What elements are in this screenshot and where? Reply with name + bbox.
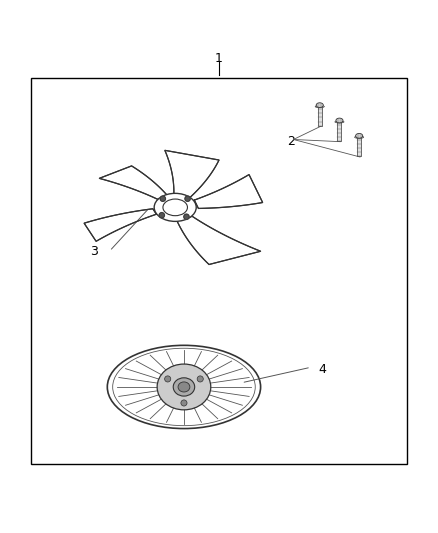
Ellipse shape <box>163 199 187 216</box>
Ellipse shape <box>157 364 211 410</box>
Ellipse shape <box>316 103 323 108</box>
Ellipse shape <box>178 382 190 392</box>
Circle shape <box>185 196 190 201</box>
Polygon shape <box>194 175 263 208</box>
Polygon shape <box>84 209 156 241</box>
Ellipse shape <box>356 133 363 138</box>
Polygon shape <box>99 166 167 199</box>
Bar <box>31 78 407 464</box>
Ellipse shape <box>113 348 255 426</box>
Circle shape <box>159 213 164 218</box>
Ellipse shape <box>315 106 325 108</box>
Text: 2: 2 <box>287 135 295 148</box>
Circle shape <box>181 400 187 406</box>
Ellipse shape <box>354 136 364 139</box>
Text: 4: 4 <box>318 363 326 376</box>
Text: 3: 3 <box>90 245 98 257</box>
Ellipse shape <box>107 345 261 429</box>
FancyBboxPatch shape <box>338 120 342 141</box>
FancyBboxPatch shape <box>318 105 321 126</box>
Ellipse shape <box>173 378 194 396</box>
Ellipse shape <box>335 120 344 123</box>
Circle shape <box>184 214 189 220</box>
Polygon shape <box>177 216 261 264</box>
Ellipse shape <box>154 193 196 221</box>
Ellipse shape <box>336 118 343 123</box>
Polygon shape <box>165 150 219 197</box>
Text: 1: 1 <box>215 52 223 65</box>
Circle shape <box>165 376 171 382</box>
Circle shape <box>197 376 203 382</box>
FancyBboxPatch shape <box>357 136 361 156</box>
Circle shape <box>160 196 166 201</box>
